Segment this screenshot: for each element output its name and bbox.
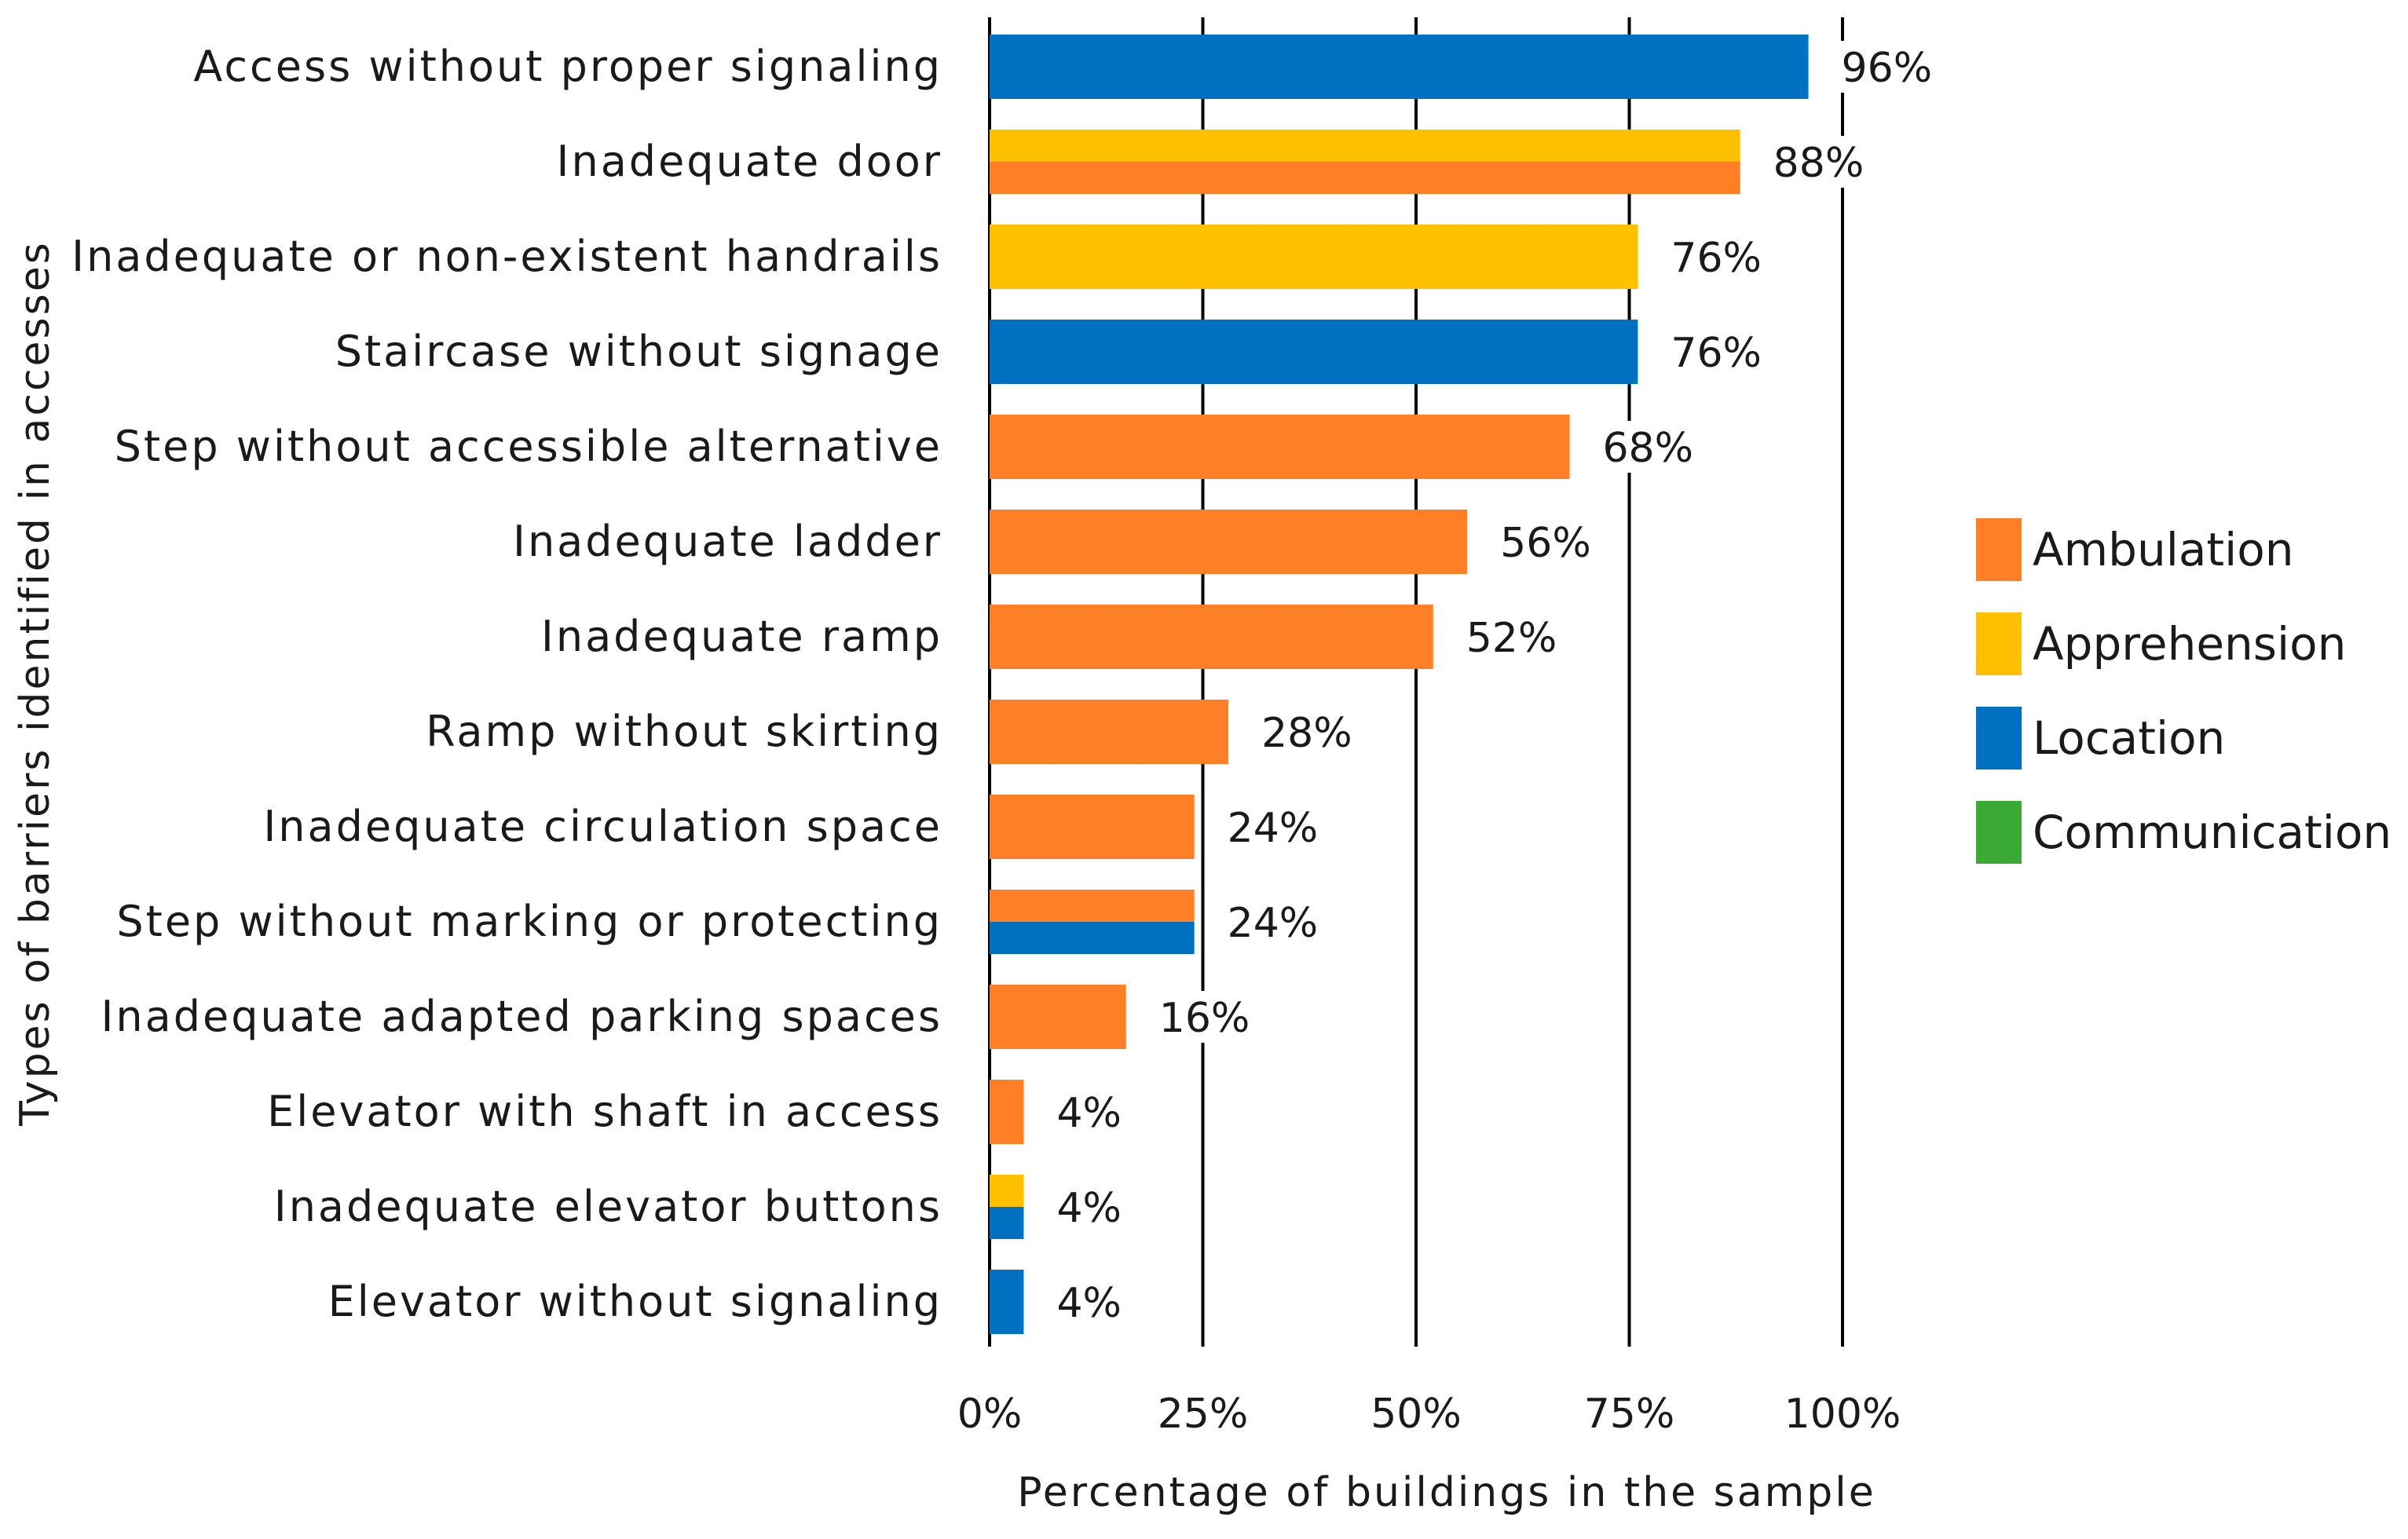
bar-2-apprehension — [990, 225, 1638, 289]
bar-1-apprehension — [990, 130, 1740, 162]
value-label-7: 28% — [1261, 710, 1352, 757]
category-label-11: Elevator with shaft in access — [267, 1087, 942, 1136]
category-label-7: Ramp without skirting — [426, 707, 942, 756]
value-label-4: 68% — [1602, 425, 1693, 472]
value-label-12: 4% — [1056, 1185, 1122, 1232]
category-label-6: Inadequate ramp — [541, 612, 942, 661]
value-label-3: 76% — [1671, 330, 1762, 377]
value-label-bg-8 — [1214, 801, 1306, 853]
value-label-bg-2 — [1658, 231, 1750, 283]
value-label-1: 88% — [1773, 140, 1865, 187]
value-label-bg-7 — [1249, 706, 1341, 758]
category-labels: Access without proper signaling Inadequat… — [71, 42, 942, 1326]
bar-12-apprehension — [990, 1175, 1024, 1207]
value-label-bg-6 — [1453, 611, 1545, 663]
value-label-bg-0 — [1828, 41, 1920, 93]
legend-label-communication: Communication — [2033, 806, 2392, 859]
category-label-10: Inadequate adapted parking spaces — [101, 992, 942, 1041]
category-label-9: Step without marking or protecting — [116, 897, 942, 946]
x-axis-title: Percentage of buildings in the sample — [1017, 1469, 1876, 1516]
category-label-12: Inadequate elevator buttons — [274, 1182, 942, 1231]
value-label-11: 4% — [1056, 1090, 1122, 1137]
legend-swatch-location — [1976, 707, 2022, 770]
value-label-bg-10 — [1146, 991, 1238, 1043]
value-label-6: 52% — [1466, 615, 1557, 662]
value-label-bg-9 — [1214, 896, 1306, 948]
value-label-bg-3 — [1658, 326, 1750, 378]
legend-label-ambulation: Ambulation — [2033, 523, 2294, 576]
bar-8-ambulation — [990, 795, 1195, 859]
x-tick-label-4: 100% — [1784, 1391, 1901, 1438]
bar-13-location — [990, 1270, 1024, 1334]
legend: Ambulation Apprehension Location Communicat… — [1976, 518, 2392, 864]
bar-9-ambulation — [990, 890, 1195, 922]
x-tick-label-2: 50% — [1371, 1391, 1462, 1438]
value-label-10: 16% — [1159, 995, 1250, 1042]
category-label-13: Elevator without signaling — [328, 1277, 942, 1326]
value-label-0: 96% — [1842, 45, 1933, 92]
value-label-bg-1 — [1760, 136, 1852, 188]
bar-0-location — [990, 35, 1809, 99]
value-label-2: 76% — [1671, 235, 1762, 282]
value-label-bg-12 — [1044, 1181, 1136, 1233]
bar-3-location — [990, 320, 1638, 384]
value-label-bg-4 — [1590, 421, 1682, 473]
x-tick-label-0: 0% — [957, 1391, 1023, 1438]
category-label-0: Access without proper signaling — [193, 42, 942, 91]
value-label-13: 4% — [1056, 1280, 1122, 1327]
bar-5-ambulation — [990, 510, 1468, 574]
legend-swatch-ambulation — [1976, 518, 2022, 581]
category-label-5: Inadequate ladder — [513, 517, 942, 566]
bar-7-ambulation — [990, 700, 1229, 764]
value-label-bg-5 — [1488, 516, 1579, 568]
bar-11-ambulation — [990, 1080, 1024, 1144]
value-labels: 96% 88% 76% 76% 68% 56% 52% 28% 24% 24% 16% 4% 4% 4% — [1044, 41, 1932, 1328]
legend-label-location: Location — [2033, 711, 2225, 765]
value-label-9: 24% — [1228, 900, 1319, 947]
category-label-1: Inadequate door — [557, 137, 942, 186]
legend-swatch-apprehension — [1976, 612, 2022, 675]
legend-swatch-communication — [1976, 801, 2022, 864]
gridlines — [988, 17, 1844, 1347]
category-label-3: Staircase without signage — [335, 327, 942, 376]
category-label-2: Inadequate or non-existent handrails — [71, 232, 942, 281]
bar-6-ambulation — [990, 605, 1433, 669]
x-tick-label-3: 75% — [1584, 1391, 1675, 1438]
bars — [990, 35, 1809, 1334]
bar-10-ambulation — [990, 985, 1126, 1049]
legend-label-apprehension: Apprehension — [2033, 617, 2346, 671]
x-tick-labels: 0% 25% 50% 75% 100% — [957, 1391, 1901, 1438]
value-label-bg-13 — [1044, 1276, 1136, 1328]
y-axis-title: Types of barriers identified in accesses — [12, 240, 59, 1127]
x-tick-label-1: 25% — [1158, 1391, 1249, 1438]
category-label-4: Step without accessible alternative — [115, 422, 942, 471]
value-label-8: 24% — [1228, 805, 1319, 852]
value-label-5: 56% — [1500, 520, 1591, 567]
bar-1-ambulation — [990, 162, 1740, 194]
category-label-8: Inadequate circulation space — [263, 802, 942, 851]
bar-4-ambulation — [990, 415, 1570, 479]
value-label-bg-11 — [1044, 1086, 1136, 1138]
bar-12-location — [990, 1207, 1024, 1239]
bar-9-location — [990, 922, 1195, 954]
